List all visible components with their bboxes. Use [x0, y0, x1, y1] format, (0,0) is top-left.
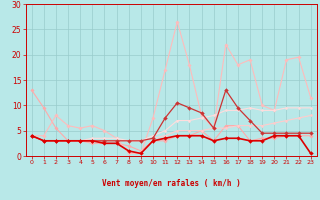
- X-axis label: Vent moyen/en rafales ( km/h ): Vent moyen/en rafales ( km/h ): [102, 179, 241, 188]
